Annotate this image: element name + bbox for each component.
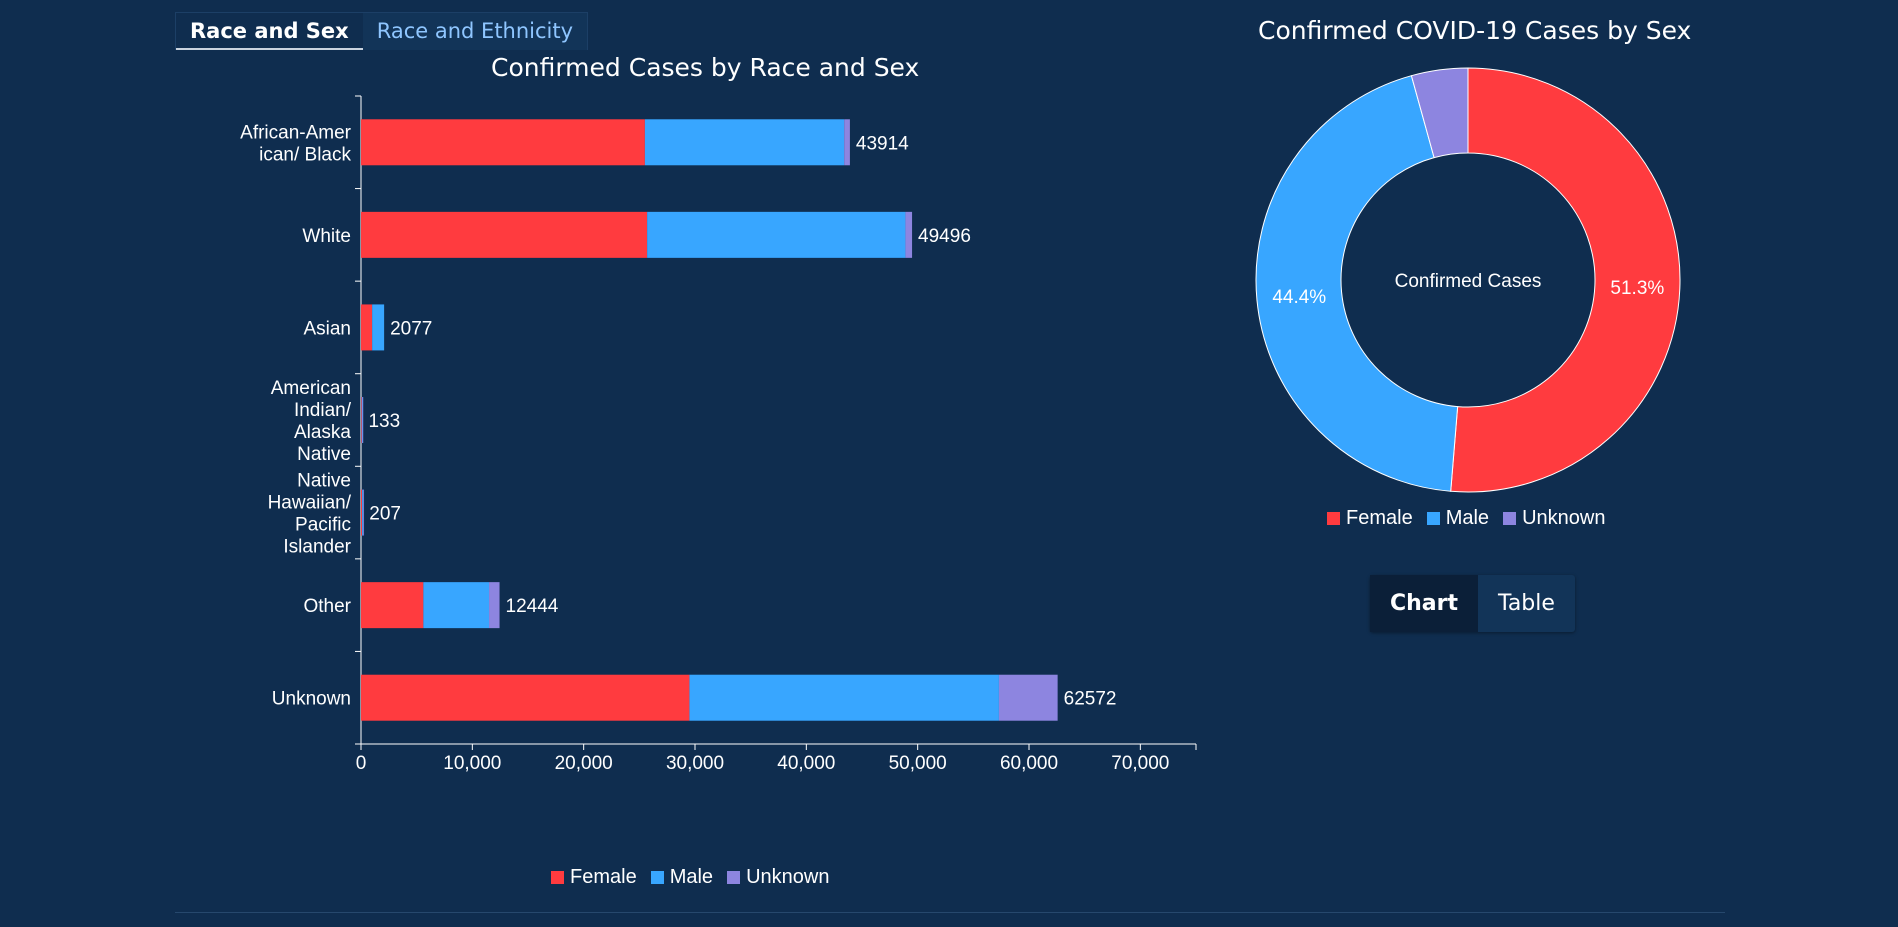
bar-segment-male[interactable]: [372, 304, 385, 351]
legend-item-unknown[interactable]: Unknown: [1503, 507, 1605, 530]
bar-segment-unknown[interactable]: [362, 397, 364, 443]
category-label-line: American: [271, 378, 351, 399]
legend-item-female[interactable]: Female: [551, 866, 637, 889]
bar-segment-female[interactable]: [361, 211, 648, 258]
bar-total-label: 12444: [506, 596, 559, 617]
bar-segment-male[interactable]: [423, 582, 490, 629]
legend-swatch-unknown: [1503, 512, 1517, 525]
legend-swatch-unknown: [727, 871, 741, 884]
category-label-line: Native: [297, 471, 351, 492]
donut-slice-female[interactable]: [1450, 67, 1681, 493]
legend-item-male[interactable]: Male: [1426, 507, 1490, 530]
category-label: Other: [303, 596, 351, 617]
category-label: White: [302, 226, 351, 247]
donut-value-label: 51.3%: [1610, 278, 1664, 299]
category-label-line: Islander: [283, 537, 351, 558]
legend-label: Male: [669, 866, 714, 888]
legend-swatch-male: [1426, 512, 1440, 525]
x-tick-label: 40,000: [777, 753, 835, 774]
bar-segment-male[interactable]: [689, 674, 999, 721]
bar-chart: 0 10,000 20,000 30,000 40,000 50,000 60,000 70,…: [240, 95, 1197, 774]
category-label-line: White: [302, 226, 351, 247]
bar-segment-male[interactable]: [362, 489, 364, 536]
legend-swatch-male: [650, 871, 664, 884]
category-label-line: Hawaiian/: [268, 493, 352, 514]
x-tick-label: 20,000: [555, 753, 613, 774]
category-label: Asian: [303, 318, 351, 339]
category-label-line: Other: [303, 596, 351, 617]
bar-segment-female[interactable]: [361, 674, 690, 721]
chart-tabs: Race and Sex Race and Ethnicity: [175, 12, 589, 50]
bar-segment-unknown[interactable]: [489, 582, 500, 629]
bar-segment-female[interactable]: [361, 582, 424, 629]
category-label: African-Amer ican/ Black: [240, 122, 352, 165]
view-toggle: Chart Table: [1370, 575, 1575, 632]
bar-total-label: 2077: [390, 318, 432, 339]
category-label: American Indian/Alaska Native: [271, 378, 352, 465]
bar-chart-title: Confirmed Cases by Race and Sex: [491, 53, 920, 82]
bar-total-label: 49496: [918, 226, 971, 247]
donut-slice-male[interactable]: [1255, 75, 1459, 492]
bar-chart-legend: Female Male Unknown: [551, 866, 829, 889]
category-label: Native Hawaiian/Pacific Islander: [268, 471, 352, 558]
bar-segment-male[interactable]: [647, 211, 906, 258]
x-tick-label: 60,000: [1000, 753, 1058, 774]
section-divider: [175, 912, 1725, 913]
bar-segment-female[interactable]: [361, 304, 373, 351]
table-view-button[interactable]: Table: [1498, 591, 1555, 616]
x-tick-label: 10,000: [443, 753, 501, 774]
donut-value-label: 44.4%: [1272, 287, 1326, 308]
legend-swatch-female: [551, 871, 564, 884]
chart-view-button[interactable]: Chart: [1370, 575, 1479, 632]
legend-label: Female: [1346, 507, 1413, 529]
category-label: Unknown: [272, 689, 351, 710]
bar-segment-unknown[interactable]: [363, 489, 365, 536]
bar-total-label: 133: [368, 411, 400, 432]
x-tick-label: 70,000: [1111, 753, 1169, 774]
category-label-line: Indian/: [294, 400, 352, 421]
bar-total-label: 207: [369, 504, 401, 525]
x-tick-label: 0: [356, 753, 367, 774]
legend-item-unknown[interactable]: Unknown: [727, 866, 829, 889]
x-tick-label: 30,000: [666, 753, 724, 774]
donut-slice-unknown[interactable]: [1410, 67, 1469, 159]
tab-race-and-ethnicity[interactable]: Race and Ethnicity: [376, 19, 574, 43]
category-label-line: Native: [297, 444, 351, 465]
bar-segment-male[interactable]: [361, 397, 363, 443]
bar-segment-female[interactable]: [361, 489, 363, 536]
category-label-line: Unknown: [272, 689, 351, 710]
legend-item-female[interactable]: Female: [1327, 507, 1413, 530]
legend-swatch-female: [1327, 512, 1340, 525]
bar-segment-female[interactable]: [361, 397, 362, 443]
tab-race-and-sex[interactable]: Race and Sex: [176, 13, 363, 50]
donut-center-label: Confirmed Cases: [1395, 271, 1542, 292]
bar-segment-male[interactable]: [644, 119, 845, 166]
legend-label: Unknown: [1522, 507, 1606, 529]
bar-segment-unknown[interactable]: [844, 119, 850, 166]
legend-label: Male: [1445, 507, 1490, 529]
category-label-line: Alaska: [294, 422, 351, 443]
legend-label: Female: [570, 866, 637, 888]
category-label-line: Pacific: [295, 515, 351, 536]
category-label-line: Asian: [303, 318, 351, 339]
donut-chart-legend: Female Male Unknown: [1327, 507, 1605, 530]
bar-total-label: 62572: [1064, 689, 1117, 710]
bar-segment-unknown[interactable]: [905, 211, 913, 258]
bar-total-label: 43914: [856, 133, 909, 154]
donut-chart: 51.3% 44.4% Confirmed Cases: [1255, 67, 1681, 493]
category-label-line: African-Amer: [240, 122, 352, 143]
bar-segment-unknown[interactable]: [998, 674, 1058, 721]
donut-chart-title: Confirmed COVID-19 Cases by Sex: [1258, 16, 1692, 45]
legend-item-male[interactable]: Male: [650, 866, 714, 889]
bar-segment-female[interactable]: [361, 119, 645, 166]
category-label-line: ican/ Black: [259, 144, 351, 165]
legend-label: Unknown: [746, 866, 830, 888]
x-tick-label: 50,000: [889, 753, 947, 774]
